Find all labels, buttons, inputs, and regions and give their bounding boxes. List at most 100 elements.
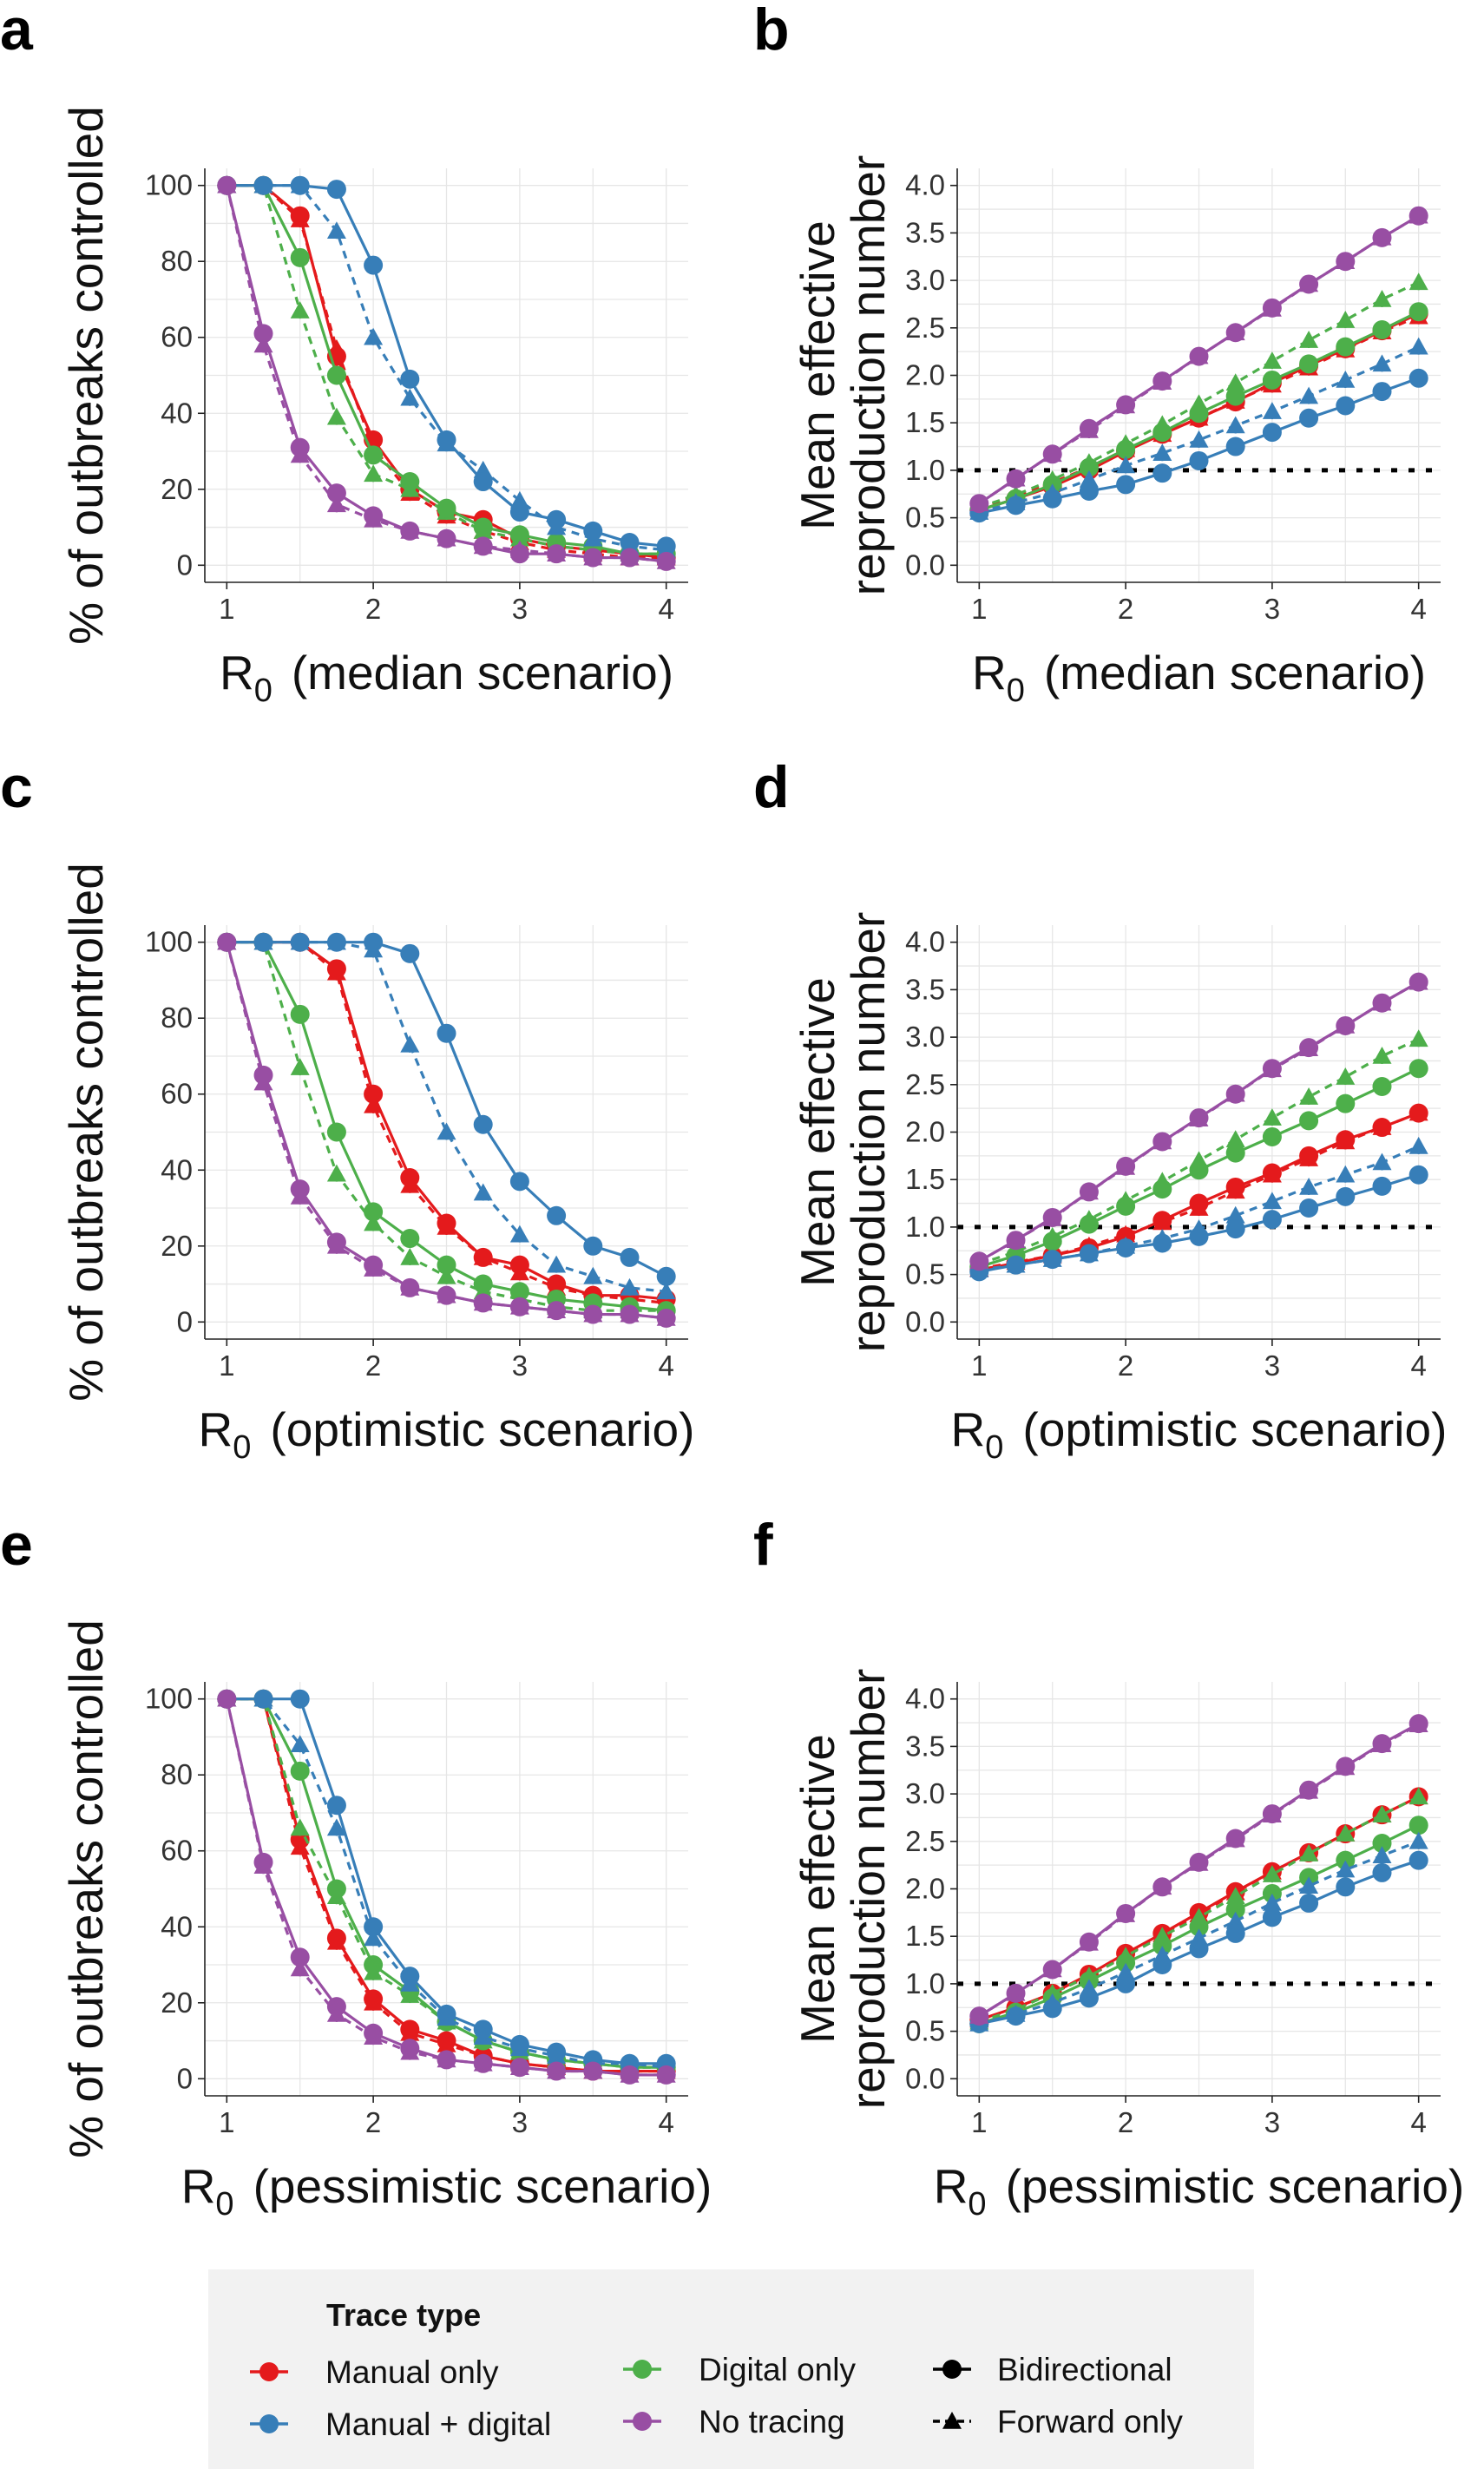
- y-axis-title-c: % of outbreaks controlled: [59, 863, 113, 1402]
- data-point: [547, 1255, 567, 1273]
- data-point: [1152, 1132, 1172, 1152]
- x-axis-title-d: R0 (optimistic scenario): [951, 1402, 1448, 1466]
- data-point: [1372, 1152, 1392, 1171]
- data-point: [1152, 1233, 1172, 1253]
- data-point: [1042, 1207, 1062, 1227]
- data-point: [1336, 1067, 1356, 1085]
- y-tick-label: 60: [161, 321, 193, 353]
- data-point: [1262, 402, 1282, 419]
- data-point: [656, 1282, 676, 1300]
- legend: Trace type Manual only Manual + digital Di…: [208, 2269, 1254, 2469]
- data-point: [1006, 2006, 1026, 2026]
- data-point: [326, 221, 346, 240]
- y-tick-label: 40: [161, 1910, 193, 1942]
- data-point: [400, 1247, 420, 1265]
- data-point: [1408, 1714, 1428, 1734]
- legend-item-digital-only: Digital only: [623, 2352, 856, 2387]
- data-point: [1336, 396, 1356, 416]
- series-no-tracing-bidirectional: [969, 206, 1428, 514]
- series-manual-digital-bidirectional: [969, 1165, 1428, 1282]
- data-point: [473, 517, 493, 537]
- data-point: [1299, 354, 1319, 374]
- data-point: [1372, 1176, 1392, 1196]
- series-manual-digital-bidirectional: [969, 1850, 1428, 2033]
- data-point: [1372, 354, 1392, 372]
- data-point: [437, 430, 456, 450]
- y-tick-label: 0.0: [905, 548, 945, 581]
- data-point: [547, 1301, 567, 1321]
- data-point: [1299, 1844, 1319, 1862]
- data-point: [473, 1293, 493, 1313]
- x-tick-label: 3: [512, 1349, 528, 1382]
- y-tick-label: 40: [161, 1153, 193, 1185]
- data-point: [437, 1023, 456, 1043]
- series-no-tracing-bidirectional: [217, 932, 676, 1328]
- data-point: [1116, 1973, 1136, 1993]
- data-point: [326, 180, 346, 200]
- data-point: [1042, 1231, 1062, 1251]
- data-point: [1225, 1911, 1245, 1929]
- x-tick-label: 2: [1118, 1349, 1133, 1382]
- x-axis-title-symbol: R: [199, 1402, 233, 1456]
- data-point: [364, 932, 384, 952]
- data-point: [1116, 439, 1136, 459]
- data-point: [473, 1183, 493, 1201]
- y-axis-title-e: % of outbreaks controlled: [59, 1619, 113, 2158]
- data-point: [509, 2058, 529, 2078]
- data-point: [509, 544, 529, 564]
- data-point: [1372, 227, 1392, 247]
- data-point: [326, 1232, 346, 1252]
- data-point: [1042, 1960, 1062, 1980]
- data-point: [620, 1247, 640, 1267]
- data-point: [1262, 423, 1282, 443]
- data-point: [1262, 1893, 1282, 1911]
- x-axis-title-subscript: 0: [968, 2186, 986, 2223]
- data-point: [1262, 1865, 1282, 1882]
- data-point: [473, 2019, 493, 2039]
- data-point: [1299, 274, 1319, 294]
- data-point: [1336, 1165, 1356, 1183]
- data-point: [400, 521, 420, 541]
- y-axis-title-line: Mean effective: [791, 1734, 844, 2044]
- data-point: [290, 1947, 310, 1967]
- y-tick-label: 2.0: [905, 1116, 945, 1148]
- x-tick-label: 1: [219, 2106, 234, 2138]
- x-axis-title-a: R0 (median scenario): [220, 646, 673, 709]
- data-point: [364, 464, 384, 483]
- data-point: [509, 1282, 529, 1302]
- y-tick-label: 4.0: [905, 926, 945, 958]
- data-point: [473, 1274, 493, 1294]
- data-point: [400, 369, 420, 389]
- x-axis-title-suffix: (optimistic scenario): [270, 1402, 694, 1456]
- panel-letter-c: c: [0, 754, 33, 820]
- data-point: [1408, 972, 1428, 992]
- data-point: [620, 533, 640, 553]
- legend-label: Forward only: [997, 2404, 1183, 2439]
- data-point: [1079, 1932, 1099, 1952]
- x-axis-title-symbol: R: [934, 2159, 969, 2213]
- y-tick-label: 0: [177, 1305, 193, 1337]
- y-tick-label: 1.0: [905, 1967, 945, 1999]
- x-axis-title-symbol: R: [220, 646, 254, 699]
- data-point: [290, 932, 310, 952]
- data-point: [473, 472, 493, 492]
- legend-label: Digital only: [699, 2352, 856, 2387]
- x-tick-label: 4: [1411, 593, 1427, 625]
- y-axis-title-line: Mean effective: [791, 220, 844, 530]
- data-point: [1408, 302, 1428, 322]
- y-tick-label: 1.5: [905, 406, 945, 438]
- x-tick-label: 4: [1411, 2106, 1427, 2138]
- y-tick-label: 20: [161, 1986, 193, 2019]
- x-tick-label: 3: [512, 2106, 528, 2138]
- data-point: [473, 2053, 493, 2073]
- grid-b: [957, 168, 1441, 582]
- data-point: [400, 2039, 420, 2059]
- x-axis-title-subscript: 0: [985, 1429, 1003, 1466]
- data-point: [290, 301, 310, 318]
- data-point: [1336, 337, 1356, 357]
- data-point: [1408, 1850, 1428, 1870]
- x-tick-label: 4: [659, 1349, 674, 1382]
- data-point: [1225, 323, 1245, 343]
